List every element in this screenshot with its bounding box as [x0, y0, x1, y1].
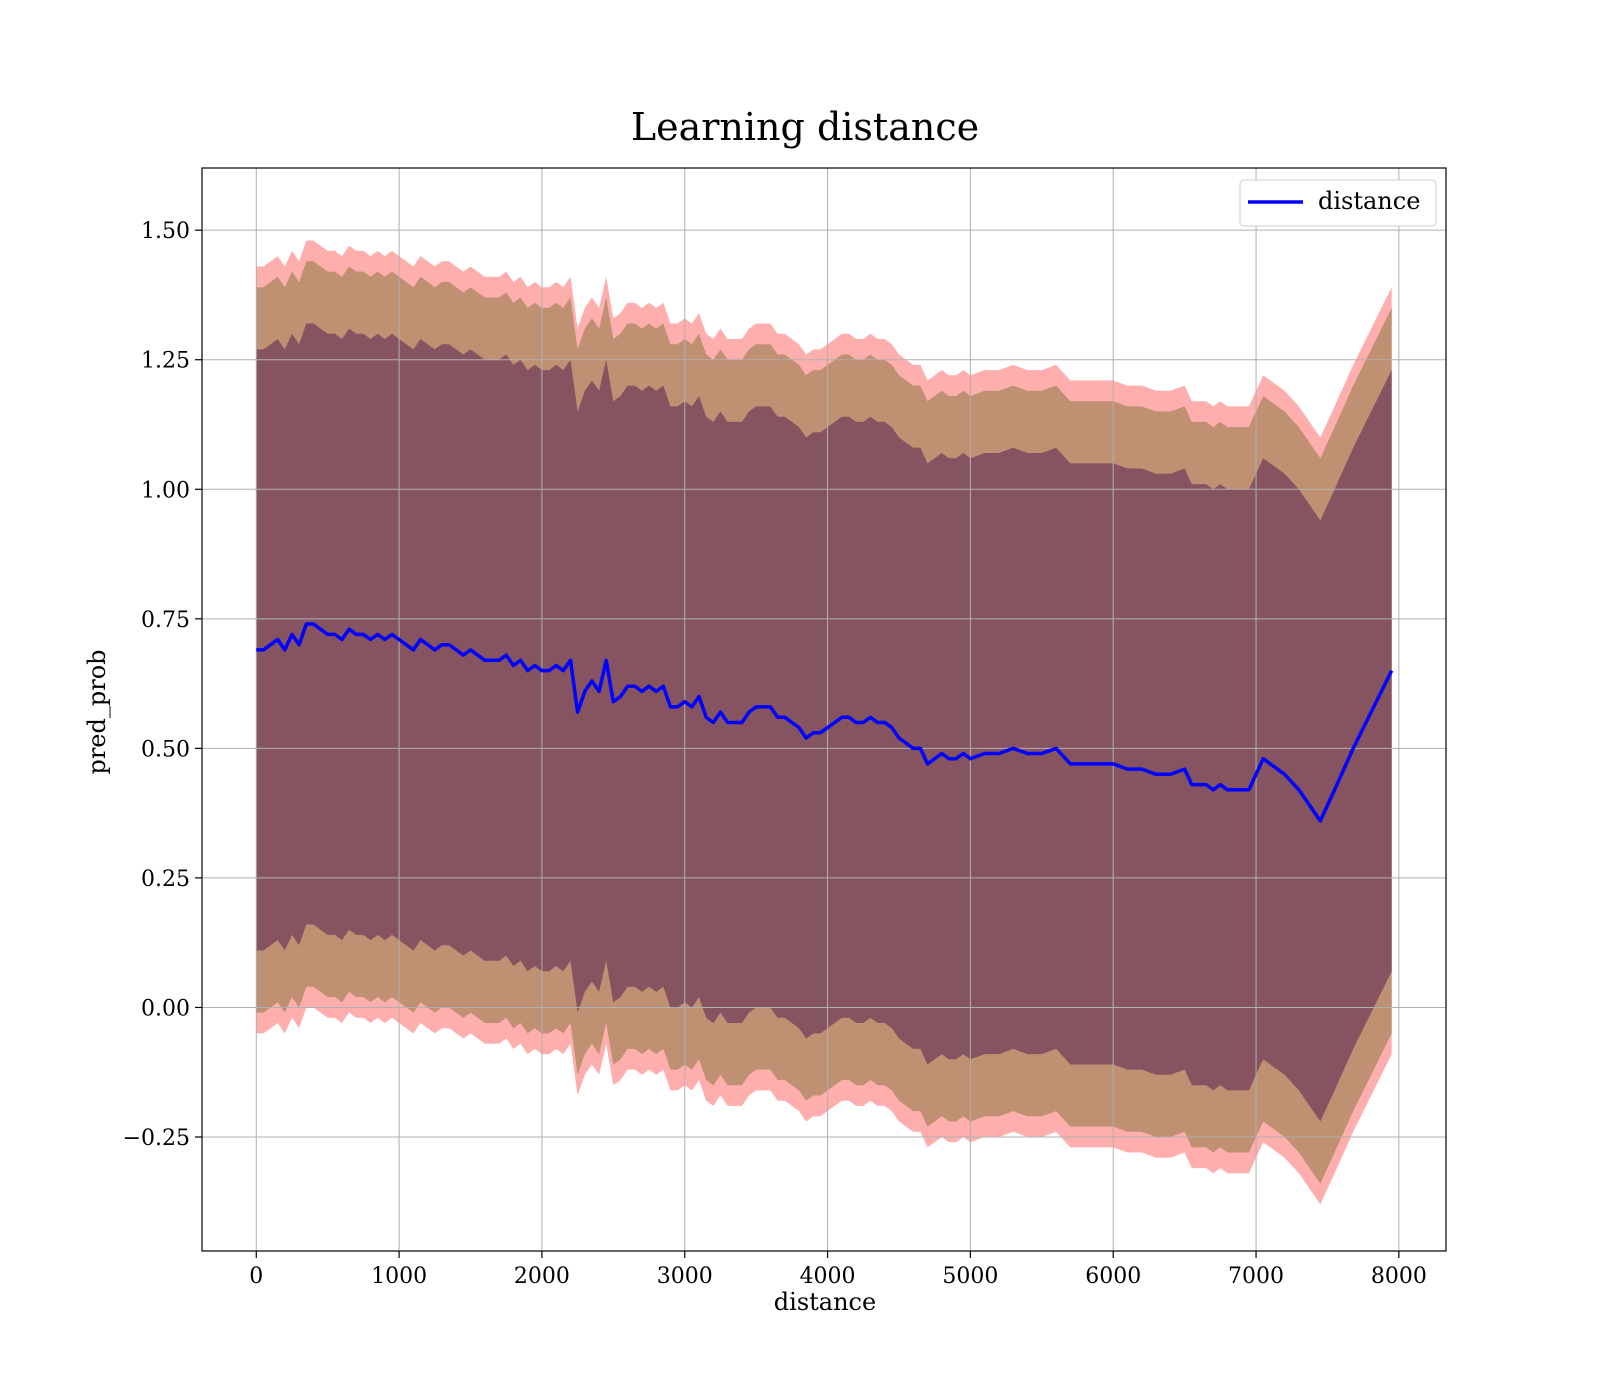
y-tick-label: 1.25: [141, 349, 190, 374]
x-tick-label: 5000: [942, 1264, 998, 1289]
x-tick-label: 7000: [1228, 1264, 1284, 1289]
x-tick-label: 8000: [1371, 1264, 1427, 1289]
y-axis-label: pred_prob: [83, 649, 111, 774]
band-inner: [256, 323, 1392, 1122]
x-tick-label: 3000: [657, 1264, 713, 1289]
x-tick-label: 4000: [800, 1264, 856, 1289]
legend-label-distance: distance: [1318, 187, 1420, 215]
y-axis-ticks: −0.25 0.00 0.25 0.50 0.75 1.00 1.25 1.50: [123, 219, 202, 1151]
x-tick-label: 0: [249, 1264, 263, 1289]
y-tick-label: 0.75: [141, 608, 190, 633]
plot-frame: [201, 167, 1447, 1252]
grid-lines: [202, 168, 1446, 1251]
y-tick-label: 0.25: [141, 867, 190, 892]
x-axis-ticks: 0 1000 2000 3000 4000 5000 6000 7000 8000: [249, 1251, 1427, 1289]
x-tick-label: 2000: [514, 1264, 570, 1289]
y-tick-label: 0.50: [141, 737, 190, 762]
y-tick-label: 0.00: [141, 996, 190, 1021]
x-tick-label: 1000: [371, 1264, 427, 1289]
y-tick-label: 1.00: [141, 478, 190, 503]
legend-box: [1239, 179, 1437, 227]
series-line-distance: [256, 622, 1394, 823]
x-tick-label: 6000: [1085, 1264, 1141, 1289]
legend: distance: [1239, 179, 1437, 227]
plot-area: [201, 167, 1447, 1252]
x-axis-label: distance: [774, 1288, 876, 1316]
uncertainty-bands: [256, 240, 1392, 1205]
y-tick-label: 1.50: [141, 219, 190, 244]
chart-title: Learning distance: [631, 105, 979, 149]
y-tick-label: −0.25: [123, 1126, 190, 1151]
